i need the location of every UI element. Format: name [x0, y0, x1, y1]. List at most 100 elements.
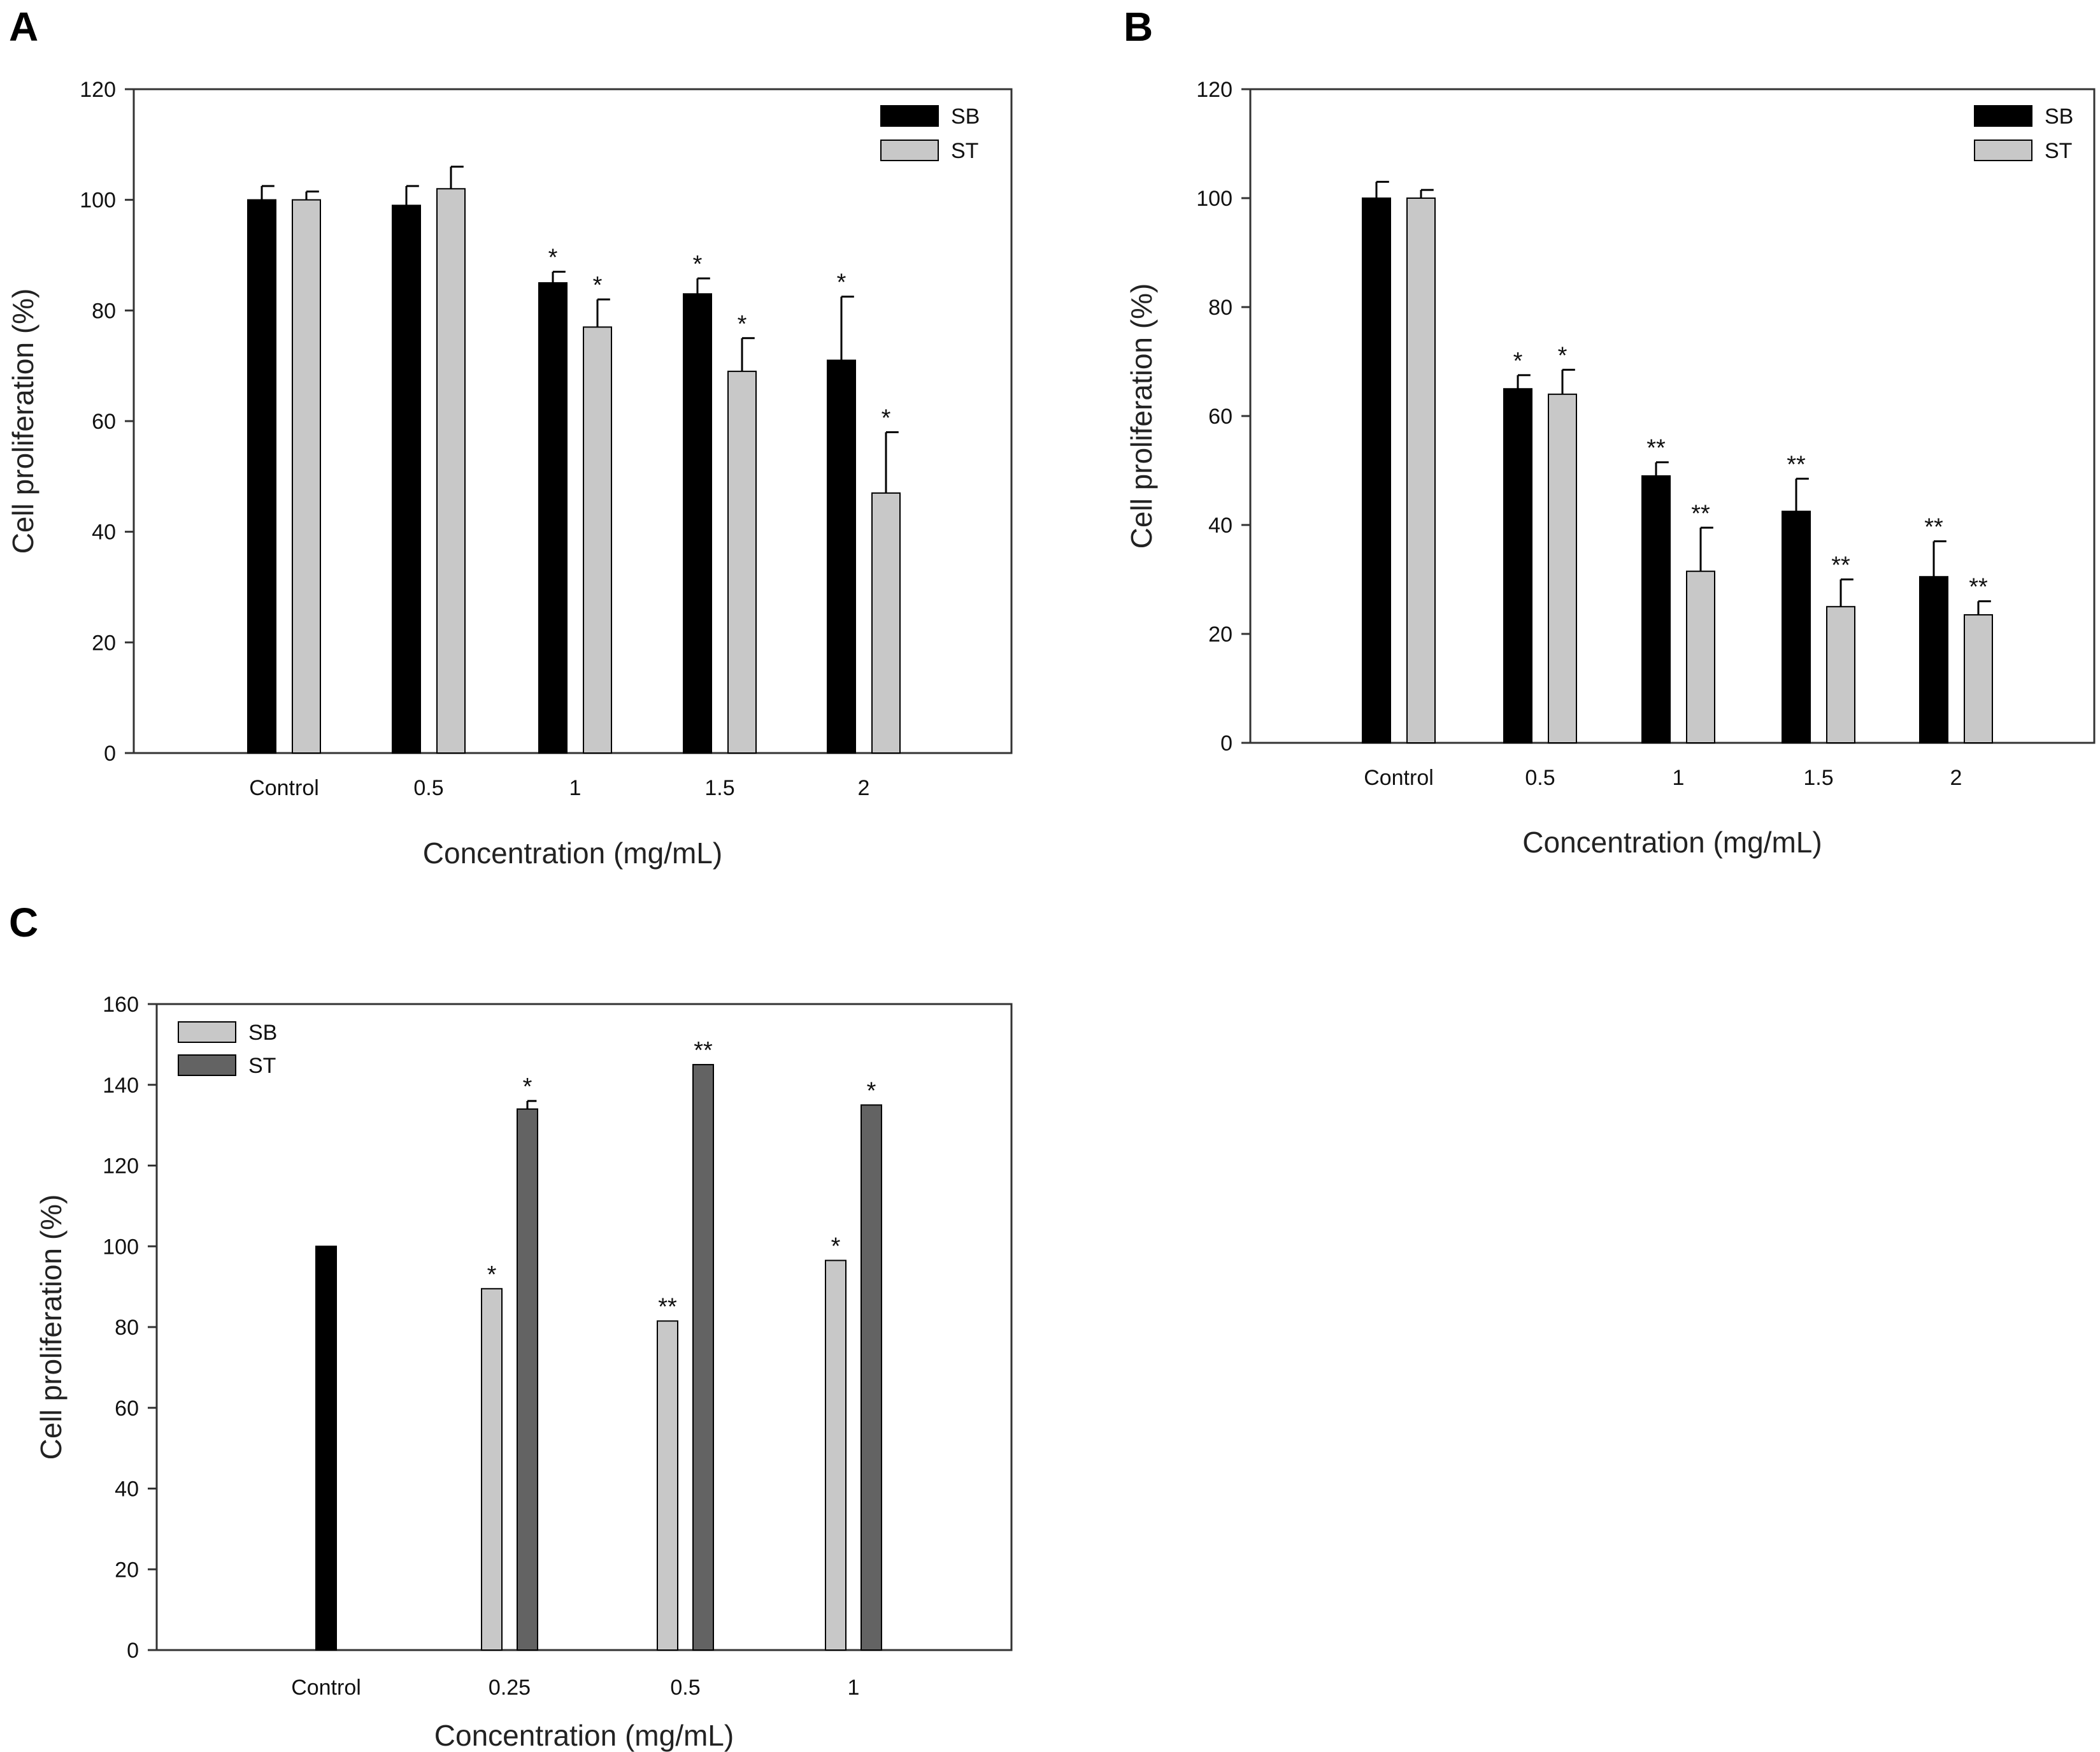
- x-tick-label: 0.5: [413, 776, 443, 800]
- significance-marker: *: [1513, 348, 1523, 375]
- bar-sb-0: [1362, 197, 1391, 743]
- significance-marker: **: [658, 1293, 677, 1320]
- y-tick-label: 100: [103, 1235, 139, 1259]
- x-tick-label: 2: [858, 776, 870, 800]
- legend: SB ST: [880, 104, 980, 163]
- y-tick-label: 120: [103, 1154, 139, 1179]
- bar-sb-1: [481, 1288, 503, 1651]
- x-tick-label: Control: [249, 776, 319, 800]
- bar-st-3: [861, 1104, 882, 1651]
- bar-sb-4: [1919, 576, 1948, 743]
- x-tick-label: 1: [569, 776, 582, 800]
- legend-label-st: ST: [951, 139, 978, 163]
- bar-st-3: [727, 370, 757, 754]
- significance-marker: *: [738, 311, 747, 338]
- bar-sb-1: [392, 205, 421, 754]
- significance-marker: *: [882, 405, 891, 431]
- bar-sb-2: [657, 1320, 678, 1651]
- significance-marker: **: [1831, 552, 1850, 579]
- y-tick-label: 40: [1208, 513, 1232, 538]
- significance-marker: **: [694, 1037, 713, 1064]
- y-tick-label: 20: [1208, 622, 1232, 647]
- y-tick-label: 120: [80, 78, 116, 102]
- significance-marker: *: [831, 1233, 841, 1260]
- x-tick-label: 2: [1950, 766, 1962, 790]
- y-tick-label: 120: [1196, 78, 1232, 102]
- y-tick-label: 40: [92, 521, 116, 545]
- bar-st-1: [436, 188, 466, 754]
- significance-marker: *: [548, 245, 558, 271]
- legend-label-sb: SB: [2045, 104, 2073, 129]
- plot-frame: [155, 1003, 1013, 1651]
- bar-st-0: [292, 199, 321, 754]
- x-tick-label: 0.25: [489, 1676, 531, 1700]
- x-axis-title: Concentration (mg/mL): [434, 1719, 734, 1752]
- y-axis-title: Cell proliferation (%): [6, 289, 39, 554]
- x-tick-label: 1.5: [1803, 766, 1833, 790]
- legend-swatch-sb: [1974, 105, 2032, 127]
- significance-marker: *: [867, 1077, 876, 1104]
- y-tick-label: 0: [104, 742, 116, 766]
- y-tick-label: 100: [1196, 187, 1232, 211]
- x-tick-label: 1: [848, 1676, 860, 1700]
- legend: SB ST: [1974, 104, 2073, 163]
- chart-panel-c: 0 20 40 60 80 100 120 140 160 Control 0.25 0.5 1 Conc…: [34, 993, 1013, 1752]
- legend-swatch-st: [880, 140, 939, 161]
- y-tick-label: 40: [115, 1477, 139, 1502]
- legend-swatch-st: [178, 1054, 236, 1076]
- bar-sb-3: [683, 293, 712, 754]
- bar-st-3: [1826, 606, 1855, 743]
- bar-sb-4: [827, 359, 856, 754]
- significance-marker: *: [523, 1073, 532, 1100]
- bar-st-4: [871, 492, 901, 754]
- bar-control: [315, 1246, 337, 1651]
- y-tick-label: 0: [1220, 731, 1232, 756]
- x-axis-title: Concentration (mg/mL): [423, 837, 722, 870]
- x-tick-label: 0.5: [670, 1676, 700, 1700]
- bar-st-0: [1406, 197, 1436, 743]
- y-axis-title: Cell proliferation (%): [34, 1195, 68, 1460]
- y-tick-label: 20: [92, 631, 116, 655]
- y-tick-label: 80: [92, 299, 116, 323]
- y-axis-title: Cell proliferation (%): [1125, 284, 1158, 549]
- significance-marker: *: [487, 1261, 497, 1288]
- y-tick-label: 20: [115, 1558, 139, 1582]
- significance-marker: **: [1924, 514, 1943, 541]
- y-tick-label: 100: [80, 189, 116, 213]
- significance-marker: *: [693, 251, 703, 278]
- significance-marker: **: [1787, 451, 1806, 478]
- y-tick-label: 60: [92, 410, 116, 434]
- y-tick-label: 140: [103, 1073, 139, 1098]
- legend-label-sb: SB: [951, 104, 980, 129]
- significance-marker: *: [593, 272, 603, 299]
- y-tick-label: 160: [103, 993, 139, 1017]
- bar-sb-3: [1782, 510, 1811, 743]
- chart-panel-b: 0 20 40 60 80 100 120 Control 0.5 1 1.5 2 Concentrat…: [1125, 78, 2096, 859]
- bar-sb-0: [247, 199, 276, 754]
- bar-st-2: [1686, 570, 1715, 743]
- y-tick-label: 0: [127, 1639, 139, 1663]
- legend-swatch-st: [1974, 140, 2032, 161]
- y-tick-label: 80: [115, 1316, 139, 1340]
- legend: SB ST: [178, 1021, 277, 1078]
- x-axis-title: Concentration (mg/mL): [1522, 826, 1822, 859]
- bar-sb-3: [825, 1260, 846, 1651]
- bar-st-4: [1964, 614, 1993, 744]
- legend-label-sb: SB: [248, 1021, 277, 1045]
- legend-label-st: ST: [248, 1054, 276, 1078]
- significance-marker: *: [837, 269, 846, 296]
- y-tick-label: 60: [1208, 405, 1232, 429]
- bar-sb-2: [1641, 475, 1671, 743]
- bar-st-2: [692, 1064, 714, 1651]
- significance-marker: *: [1558, 342, 1568, 369]
- x-tick-label: 1: [1673, 766, 1685, 790]
- y-tick-label: 60: [115, 1397, 139, 1421]
- x-tick-label: Control: [1364, 766, 1434, 790]
- x-tick-label: Control: [291, 1676, 361, 1700]
- bar-sb-1: [1503, 388, 1532, 743]
- x-tick-label: 0.5: [1525, 766, 1555, 790]
- legend-swatch-sb: [178, 1021, 236, 1043]
- bar-st-2: [583, 326, 612, 754]
- panel-letter-c: C: [9, 900, 38, 945]
